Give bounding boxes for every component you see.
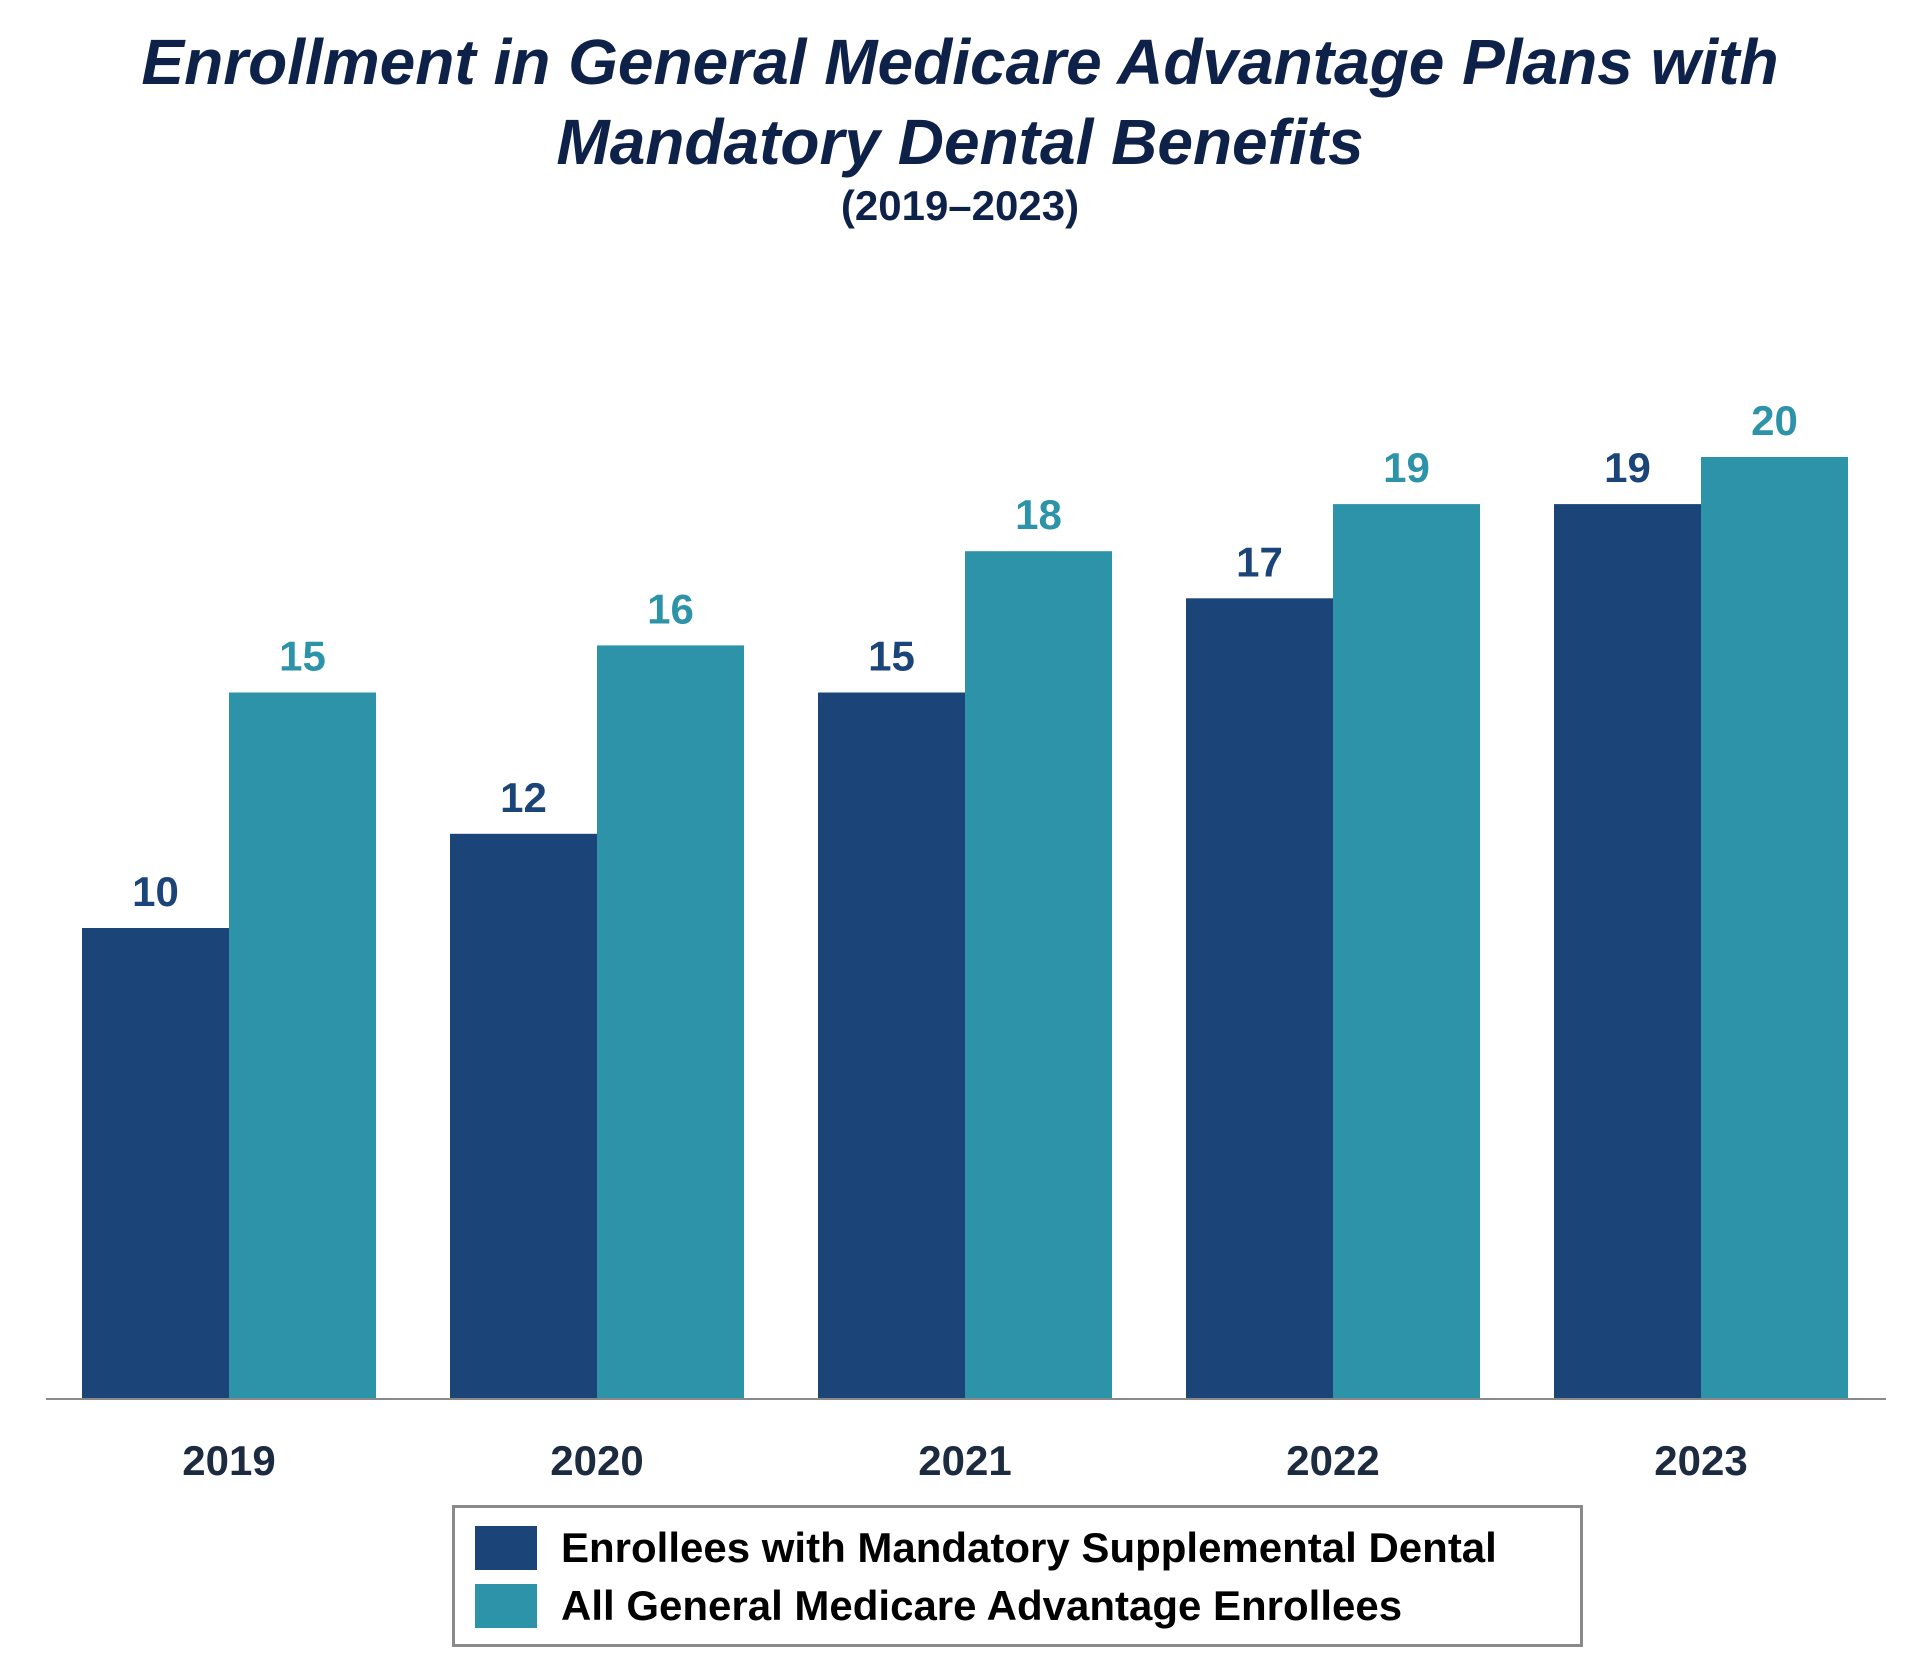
data-label-2022-series-1: 17	[1236, 538, 1283, 585]
data-label-2021-series-2: 18	[1015, 491, 1062, 538]
chart-subtitle: (2019–2023)	[840, 182, 1080, 229]
legend-label-series-1: Enrollees with Mandatory Supplemental De…	[561, 1524, 1497, 1571]
x-tick-label-2019: 2019	[182, 1437, 275, 1484]
legend-swatch-series-2	[475, 1584, 537, 1628]
legend-swatch-series-1	[475, 1526, 537, 1570]
x-tick-label-2020: 2020	[550, 1437, 643, 1484]
bar-2019-series-1	[82, 928, 229, 1399]
data-label-2020-series-2: 16	[647, 585, 694, 632]
bar-2021-series-1	[818, 692, 965, 1399]
bar-2019-series-2	[229, 692, 376, 1399]
bar-2023-series-2	[1701, 457, 1848, 1399]
bar-chart: 10 15 2019 12 16 2020 15 18 2021 17 19 2022 19 20 2023	[46, 397, 1886, 1484]
data-label-2021-series-1: 15	[868, 633, 915, 680]
data-label-2020-series-1: 12	[500, 774, 547, 821]
data-label-2023-series-1: 19	[1604, 444, 1651, 491]
data-label-2022-series-2: 19	[1383, 444, 1430, 491]
bar-2022-series-2	[1333, 504, 1480, 1400]
x-tick-label-2021: 2021	[918, 1437, 1011, 1484]
bar-2020-series-2	[597, 645, 744, 1399]
legend-item-series-2: All General Medicare Advantage Enrollees	[475, 1582, 1402, 1630]
bar-2020-series-1	[450, 833, 597, 1399]
data-label-2019-series-2: 15	[279, 633, 326, 680]
bar-2021-series-2	[965, 551, 1112, 1399]
data-label-2023-series-2: 20	[1751, 397, 1798, 444]
legend-item-series-1: Enrollees with Mandatory Supplemental De…	[475, 1524, 1497, 1572]
chart-title-line-1: Enrollment in General Medicare Advantage…	[141, 26, 1779, 98]
data-label-2019-series-1: 10	[132, 868, 179, 915]
bar-2022-series-1	[1186, 598, 1333, 1399]
chart-legend: Enrollees with Mandatory Supplemental De…	[452, 1505, 1583, 1647]
x-tick-label-2023: 2023	[1654, 1437, 1747, 1484]
x-tick-label-2022: 2022	[1286, 1437, 1379, 1484]
chart-title-line-2: Mandatory Dental Benefits	[556, 106, 1364, 178]
legend-label-series-2: All General Medicare Advantage Enrollees	[561, 1582, 1403, 1629]
bar-2023-series-1	[1554, 504, 1701, 1400]
